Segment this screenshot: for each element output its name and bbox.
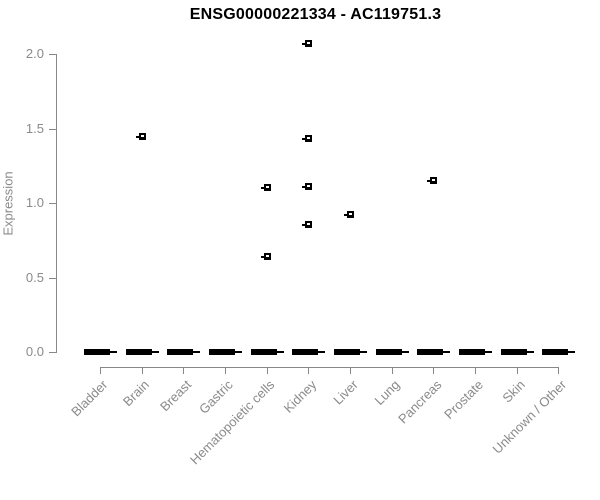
- x-tick-mark: [391, 367, 393, 374]
- x-tick-label: Prostate: [440, 377, 486, 422]
- point-white-slot: [265, 254, 269, 257]
- point-white-slot: [140, 135, 144, 138]
- x-tick-mark: [475, 367, 477, 374]
- zero-bar-body: [125, 349, 152, 355]
- x-tick-label: Brain: [120, 377, 153, 410]
- y-tick-label: 1.5: [25, 120, 44, 136]
- y-tick-mark: [49, 277, 56, 279]
- zero-bar-body: [250, 349, 277, 355]
- x-tick-mark: [225, 367, 227, 374]
- point-square-glyph: [305, 39, 313, 47]
- x-tick-label: Kidney: [280, 377, 320, 416]
- zero-bar-whisker: [110, 351, 117, 353]
- x-tick-label: Gastric: [195, 377, 236, 417]
- y-tick-mark: [49, 54, 56, 55]
- y-tick-mark: [49, 352, 56, 353]
- zero-bar-body: [84, 349, 110, 355]
- x-tick-mark: [183, 367, 185, 374]
- zero-bar-whisker: [485, 351, 493, 353]
- x-tick-mark: [308, 367, 310, 374]
- x-tick-mark: [350, 367, 352, 374]
- zero-bar-body: [459, 349, 486, 355]
- data-point: [260, 252, 271, 261]
- point-square-glyph: [305, 221, 313, 229]
- zero-bar-body: [167, 349, 194, 355]
- zero-bar-body: [209, 349, 236, 355]
- data-point: [427, 176, 438, 185]
- y-tick-label: 0.5: [25, 269, 44, 285]
- zero-bar-whisker: [151, 351, 159, 353]
- zero-bar-body: [500, 349, 527, 355]
- data-point: [344, 210, 355, 219]
- point-left-nub: [260, 255, 264, 258]
- data-point: [260, 184, 271, 192]
- x-tick-mark: [100, 367, 101, 374]
- point-white-slot: [307, 184, 311, 187]
- chart-title: ENSG00000221334 - AC119751.3: [189, 6, 442, 23]
- point-square-glyph: [263, 252, 271, 260]
- y-tick-label: 1.0: [25, 195, 44, 210]
- zero-bar-whisker: [443, 351, 451, 353]
- x-tick-mark: [558, 367, 560, 374]
- zero-bar-body: [334, 349, 361, 355]
- point-left-nub: [302, 42, 306, 45]
- x-tick-label: Bladder: [68, 377, 111, 420]
- y-tick-mark: [49, 128, 56, 130]
- zero-bar-whisker: [568, 351, 576, 353]
- point-left-nub: [344, 213, 348, 216]
- point-left-nub: [427, 179, 431, 182]
- point-left-nub: [260, 187, 264, 190]
- zero-bar-whisker: [526, 351, 534, 353]
- point-square-glyph: [263, 184, 271, 192]
- point-square-glyph: [305, 182, 313, 190]
- point-left-nub: [135, 136, 139, 139]
- point-square-glyph: [430, 176, 438, 184]
- zero-bar-whisker: [193, 351, 201, 353]
- x-tick-label: Pancreas: [394, 377, 445, 427]
- zero-bar-whisker: [318, 351, 326, 353]
- point-square-glyph: [305, 134, 313, 142]
- point-white-slot: [307, 223, 311, 226]
- x-tick-label: Lung: [371, 377, 403, 409]
- y-tick-label: 2.0: [25, 46, 44, 61]
- point-white-slot: [307, 41, 311, 44]
- point-left-nub: [302, 185, 306, 188]
- x-tick-mark: [141, 367, 143, 374]
- zero-bar-body: [542, 349, 569, 355]
- data-point: [302, 221, 313, 229]
- x-tick-mark: [433, 367, 435, 374]
- y-tick-label: 0.0: [25, 344, 44, 359]
- x-tick-label: Skin: [498, 377, 528, 406]
- point-white-slot: [432, 178, 436, 181]
- y-axis-line: [56, 54, 57, 353]
- x-axis-line: [100, 367, 560, 368]
- x-tick-mark: [266, 367, 268, 374]
- x-tick-label: Liver: [330, 377, 361, 408]
- point-white-slot: [307, 136, 311, 139]
- point-square-glyph: [138, 133, 146, 141]
- x-tick-label: Breast: [156, 377, 194, 415]
- point-white-slot: [349, 212, 353, 215]
- point-square-glyph: [347, 210, 355, 218]
- data-point: [302, 39, 313, 48]
- zero-bar-whisker: [360, 351, 368, 353]
- zero-bar-whisker: [235, 351, 243, 353]
- zero-bar-body: [417, 349, 444, 355]
- data-point: [302, 182, 313, 191]
- x-tick-mark: [516, 367, 518, 374]
- y-tick-mark: [49, 203, 56, 204]
- x-tick-label: Unknown / Other: [489, 377, 570, 457]
- zero-bar-whisker: [276, 351, 284, 353]
- data-point: [302, 134, 313, 143]
- zero-bar-body: [375, 349, 402, 355]
- zero-bar-whisker: [401, 351, 409, 353]
- point-left-nub: [302, 224, 306, 227]
- point-left-nub: [302, 137, 306, 140]
- point-white-slot: [265, 186, 269, 189]
- data-point: [135, 133, 146, 141]
- zero-bar-body: [292, 349, 319, 355]
